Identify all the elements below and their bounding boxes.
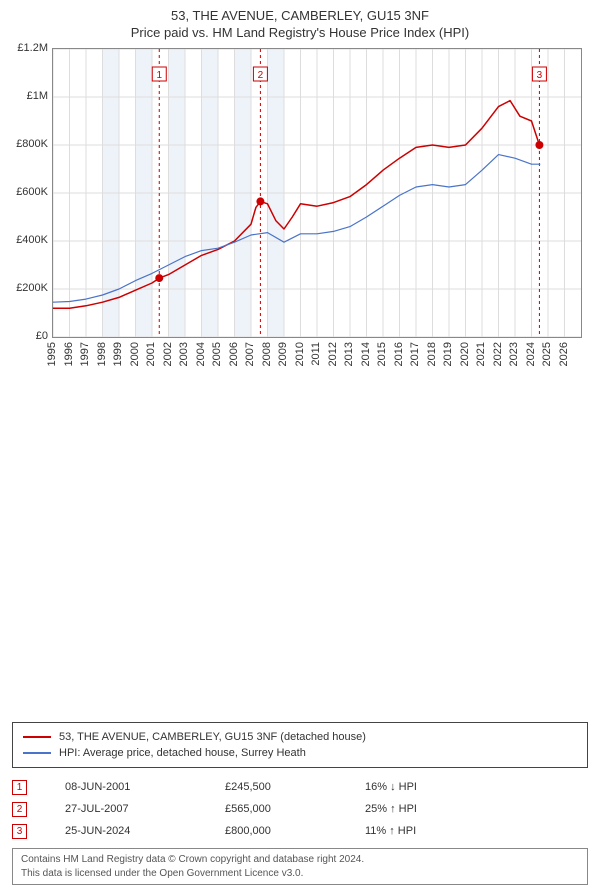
svg-text:1: 1 (156, 70, 162, 81)
x-tick-label: 2012 (327, 342, 339, 366)
sale-hpi-delta: 11% ↑ HPI (365, 825, 588, 837)
x-tick-label: 2000 (129, 342, 141, 366)
plot-area: 1 2 3 (52, 48, 582, 338)
x-tick-label: 2020 (459, 342, 471, 366)
x-tick-label: 2007 (244, 342, 256, 366)
chart: £0£200K£400K£600K£800K£1M£1.2M 123 19951… (12, 48, 588, 382)
x-tick-label: 2013 (343, 342, 355, 366)
x-tick-label: 2015 (376, 342, 388, 366)
legend-label: 53, THE AVENUE, CAMBERLEY, GU15 3NF (det… (59, 731, 366, 743)
legend-item: 53, THE AVENUE, CAMBERLEY, GU15 3NF (det… (23, 729, 577, 745)
x-tick-label: 2018 (426, 342, 438, 366)
x-tick-label: 2016 (393, 342, 405, 366)
x-tick-label: 2021 (475, 342, 487, 366)
x-tick-label: 2023 (508, 342, 520, 366)
sale-date: 25-JUN-2024 (65, 825, 225, 837)
x-tick-label: 1998 (96, 342, 108, 366)
sales-table: 1 08-JUN-2001£245,50016% ↓ HPI 2 27-JUL-200… (12, 776, 588, 842)
y-tick-label: £0 (36, 330, 48, 342)
sale-row: 1 08-JUN-2001£245,50016% ↓ HPI (12, 776, 588, 798)
x-tick-label: 2009 (277, 342, 289, 366)
x-tick-label: 2019 (442, 342, 454, 366)
x-tick-label: 2004 (195, 342, 207, 366)
x-tick-label: 2008 (261, 342, 273, 366)
sale-date: 08-JUN-2001 (65, 781, 225, 793)
x-tick-label: 2025 (541, 342, 553, 366)
plot-svg: 1 2 3 (53, 49, 581, 337)
x-tick-label: 2017 (409, 342, 421, 366)
attribution-line2: This data is licensed under the Open Gov… (21, 867, 579, 881)
x-tick-label: 2011 (310, 342, 322, 366)
price-chart-card: 53, THE AVENUE, CAMBERLEY, GU15 3NF Pric… (0, 0, 600, 590)
x-tick-label: 1995 (46, 342, 58, 366)
y-tick-label: £600K (16, 186, 48, 198)
y-tick-label: £200K (16, 282, 48, 294)
sale-date: 27-JUL-2007 (65, 803, 225, 815)
sale-row: 3 25-JUN-2024£800,00011% ↑ HPI (12, 820, 588, 842)
x-tick-label: 2014 (360, 342, 372, 366)
attribution: Contains HM Land Registry data © Crown c… (12, 848, 588, 885)
x-tick-label: 2026 (558, 342, 570, 366)
sale-number-badge: 2 (12, 802, 27, 817)
attribution-line1: Contains HM Land Registry data © Crown c… (21, 853, 579, 867)
legend-label: HPI: Average price, detached house, Surr… (59, 747, 306, 759)
x-tick-label: 2022 (492, 342, 504, 366)
legend: 53, THE AVENUE, CAMBERLEY, GU15 3NF (det… (12, 722, 588, 768)
x-tick-label: 2002 (162, 342, 174, 366)
x-tick-label: 1999 (112, 342, 124, 366)
legend-item: HPI: Average price, detached house, Surr… (23, 745, 577, 761)
sale-number-badge: 3 (12, 824, 27, 839)
x-tick-label: 2001 (145, 342, 157, 366)
x-tick-label: 2010 (294, 342, 306, 366)
svg-text:2: 2 (258, 70, 264, 81)
title-address: 53, THE AVENUE, CAMBERLEY, GU15 3NF (12, 8, 588, 23)
svg-text:3: 3 (537, 70, 543, 81)
x-axis: 1995199619971998199920002001200220032004… (52, 338, 582, 382)
legend-swatch (23, 736, 51, 738)
sale-price: £565,000 (225, 803, 365, 815)
title-block: 53, THE AVENUE, CAMBERLEY, GU15 3NF Pric… (12, 8, 588, 40)
sale-hpi-delta: 16% ↓ HPI (365, 781, 588, 793)
y-axis: £0£200K£400K£600K£800K£1M£1.2M (12, 48, 52, 338)
y-tick-label: £1M (27, 90, 48, 102)
y-tick-label: £400K (16, 234, 48, 246)
x-tick-label: 1997 (79, 342, 91, 366)
x-tick-label: 2006 (228, 342, 240, 366)
sale-row: 2 27-JUL-2007£565,00025% ↑ HPI (12, 798, 588, 820)
sale-number-badge: 1 (12, 780, 27, 795)
x-tick-label: 1996 (63, 342, 75, 366)
y-tick-label: £800K (16, 138, 48, 150)
y-tick-label: £1.2M (17, 42, 48, 54)
sale-price: £245,500 (225, 781, 365, 793)
title-subtitle: Price paid vs. HM Land Registry's House … (12, 25, 588, 40)
x-tick-label: 2003 (178, 342, 190, 366)
x-tick-label: 2024 (525, 342, 537, 366)
legend-swatch (23, 752, 51, 754)
x-tick-label: 2005 (211, 342, 223, 366)
sale-hpi-delta: 25% ↑ HPI (365, 803, 588, 815)
sale-price: £800,000 (225, 825, 365, 837)
